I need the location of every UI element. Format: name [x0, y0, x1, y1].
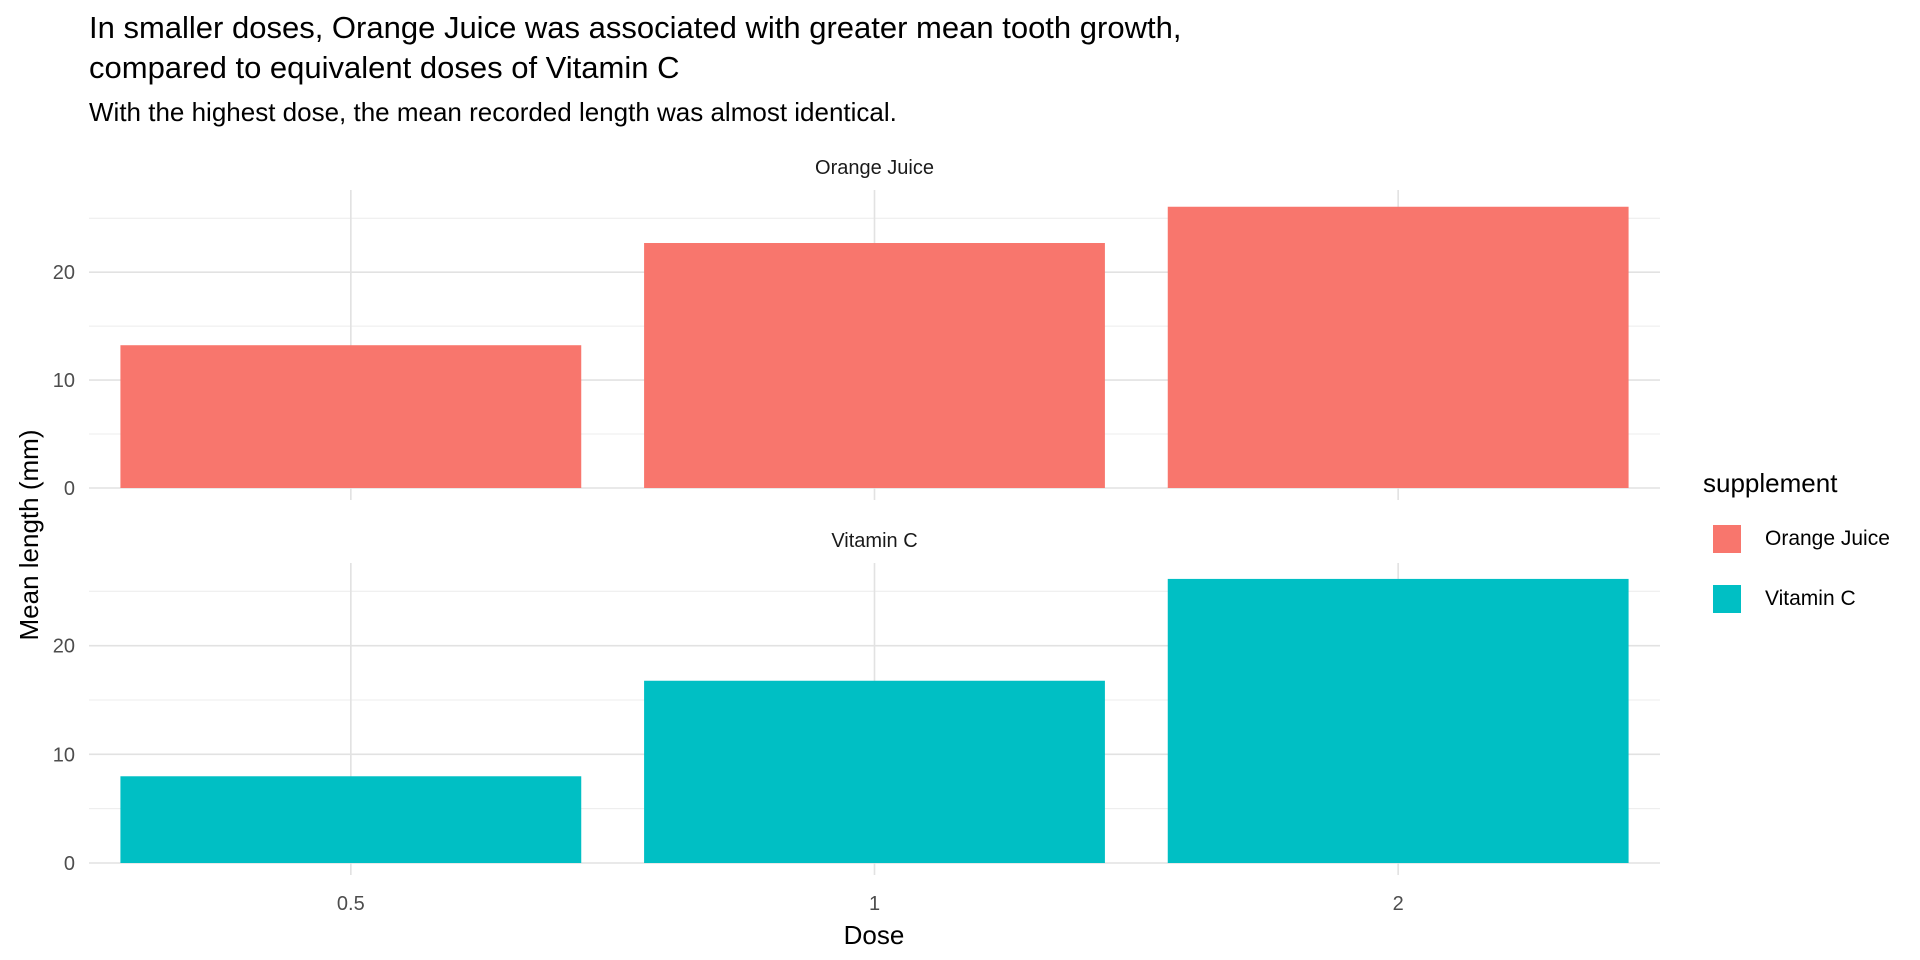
- y-tick-label: 10: [53, 744, 75, 766]
- bar-vitamin-c-2: [1167, 578, 1629, 863]
- x-tick-label: 2: [1393, 893, 1404, 915]
- bar-orange-juice-2: [1167, 206, 1629, 489]
- legend-label: Orange Juice: [1765, 527, 1890, 550]
- y-tick-label: 10: [53, 370, 75, 392]
- y-tick-label: 0: [64, 478, 75, 500]
- bar-orange-juice-1: [644, 243, 1105, 488]
- legend-key-orange-juice: [1713, 525, 1741, 553]
- legend-title: supplement: [1703, 468, 1838, 498]
- legend: supplement Orange Juice Vitamin C: [1703, 466, 1890, 640]
- legend-key-vitamin-c: [1713, 585, 1741, 613]
- legend-item-orange-juice: Orange Juice: [1703, 520, 1890, 558]
- facet-strip-label: Orange Juice: [815, 157, 934, 179]
- y-tick-label: 0: [64, 853, 75, 875]
- x-tick-label: 1: [869, 893, 880, 915]
- facet-strip-label: Vitamin C: [831, 530, 917, 552]
- x-axis-label: Dose: [844, 920, 905, 950]
- bar-vitamin-c-1: [644, 680, 1105, 863]
- chart-subtitle: With the highest dose, the mean recorded…: [89, 97, 897, 127]
- chart-title: In smaller doses, Orange Juice was assoc…: [89, 10, 1182, 85]
- bar-orange-juice-0.5: [120, 345, 582, 488]
- x-tick-label: 0.5: [337, 893, 365, 915]
- legend-label: Vitamin C: [1765, 587, 1856, 610]
- y-tick-label: 20: [53, 636, 75, 658]
- y-axis-label: Mean length (mm): [14, 430, 44, 641]
- legend-item-vitamin-c: Vitamin C: [1703, 580, 1890, 618]
- y-tick-label: 20: [53, 262, 75, 284]
- bar-vitamin-c-0.5: [120, 776, 582, 863]
